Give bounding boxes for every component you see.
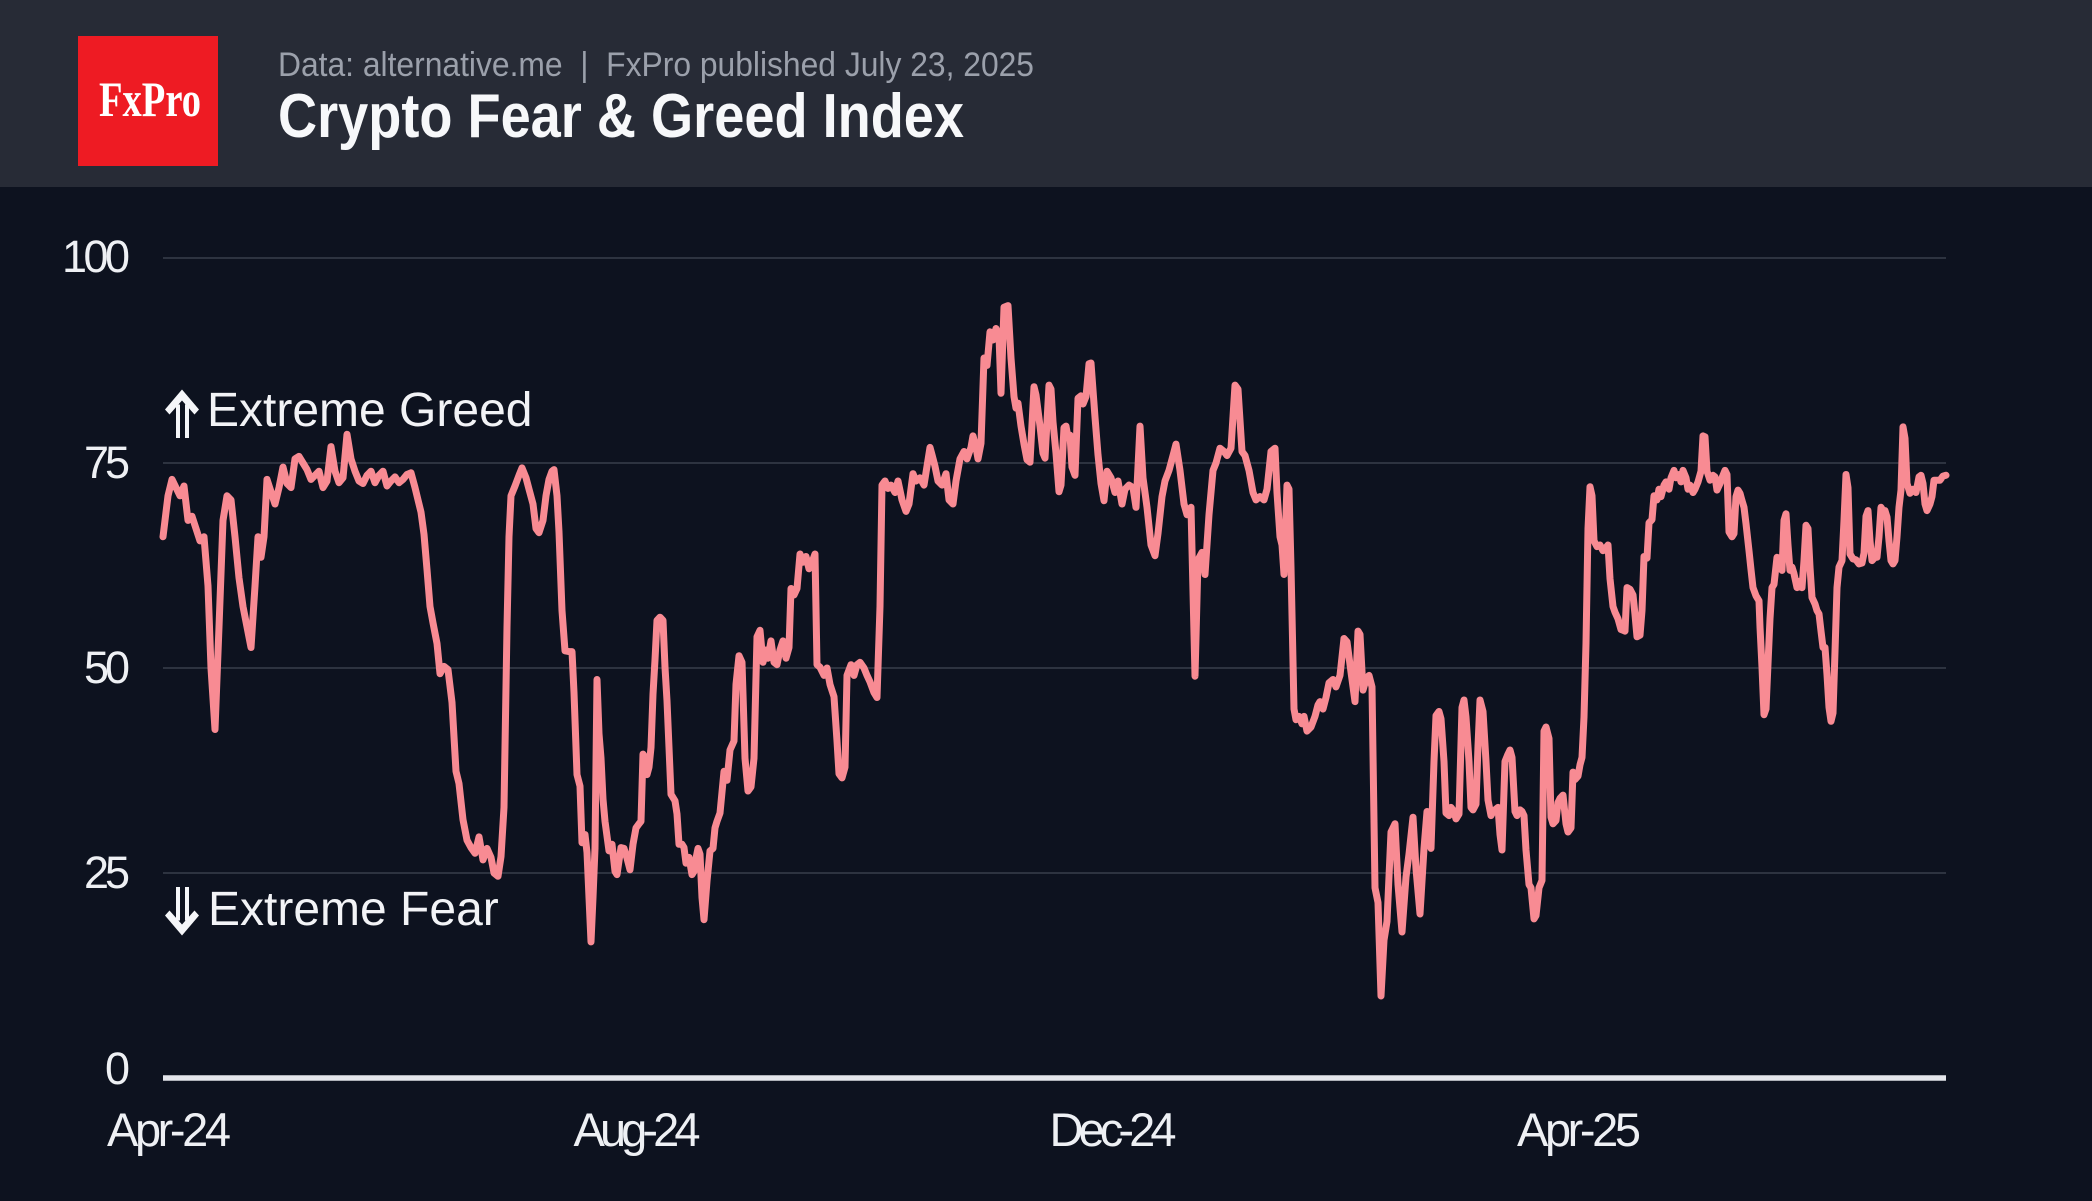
svg-text:Data: alternative.me | FxPro: Data: alternative.me | FxPro published J… [278, 46, 1034, 84]
svg-text:Aug-24: Aug-24 [574, 1103, 701, 1156]
svg-text:100: 100 [62, 231, 130, 282]
svg-text:75: 75 [84, 437, 130, 488]
svg-text:Apr-24: Apr-24 [107, 1103, 231, 1156]
svg-text:FxPro: FxPro [99, 71, 201, 127]
svg-text:0: 0 [105, 1043, 130, 1094]
svg-text:25: 25 [84, 847, 130, 898]
svg-text:50: 50 [84, 642, 130, 693]
svg-text:Crypto Fear & Greed Index: Crypto Fear & Greed Index [278, 82, 964, 151]
svg-text:Dec-24: Dec-24 [1050, 1103, 1177, 1156]
svg-text:Extreme Greed: Extreme Greed [207, 384, 532, 437]
svg-text:Apr-25: Apr-25 [1517, 1103, 1641, 1156]
svg-text:Extreme Fear: Extreme Fear [208, 883, 499, 936]
